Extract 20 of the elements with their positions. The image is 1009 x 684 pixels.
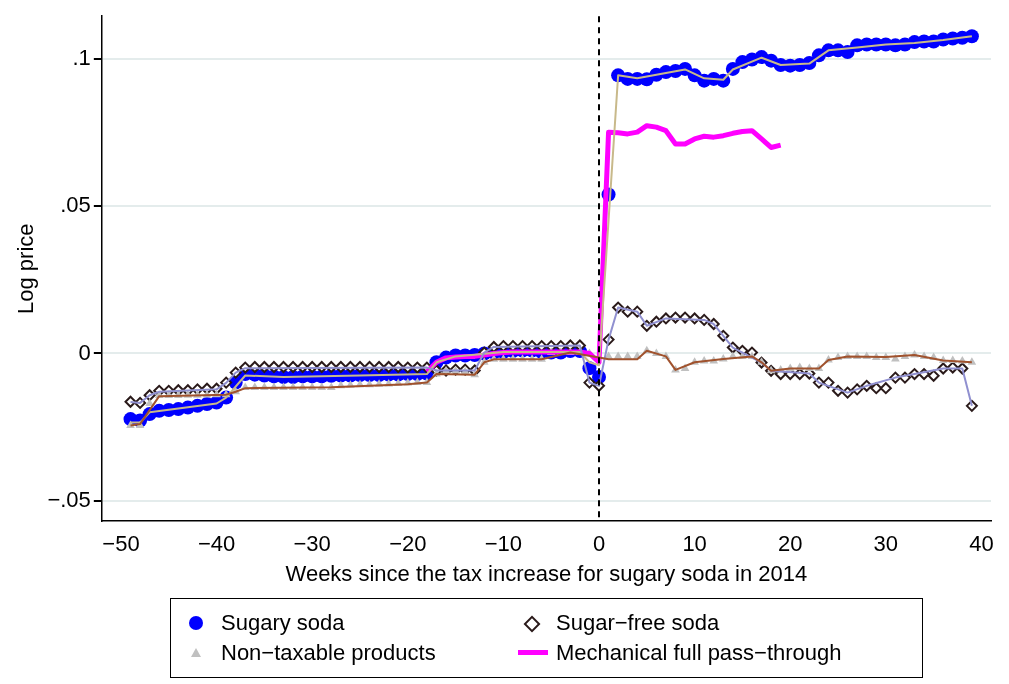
legend-label: Mechanical full pass−through	[556, 640, 842, 666]
x-tick-label: −50	[102, 531, 140, 557]
x-tick-label: −40	[197, 531, 236, 557]
legend-label: Sugary soda	[221, 610, 345, 636]
x-tick-label: 10	[682, 531, 707, 557]
legend-label: Non−taxable products	[221, 640, 436, 666]
y-tick-label: 0	[78, 339, 91, 365]
legend-label: Sugar−free soda	[556, 610, 720, 636]
x-tick-label: −20	[389, 531, 427, 557]
x-tick-label: 0	[592, 531, 606, 557]
y-tick-label: .05	[60, 192, 91, 218]
x-tick-label: −30	[293, 531, 331, 557]
x-tick-label: 40	[969, 531, 994, 557]
y-axis-title: Log price	[13, 223, 39, 314]
y-tick-label: −.05	[47, 486, 91, 512]
x-tick-label: 20	[777, 531, 803, 557]
x-tick-label: −10	[484, 531, 523, 557]
x-tick-label: 30	[873, 531, 899, 557]
y-tick-label: .1	[72, 45, 91, 71]
x-axis-title: Weeks since the tax increase for sugary soda in 2014	[285, 560, 808, 586]
